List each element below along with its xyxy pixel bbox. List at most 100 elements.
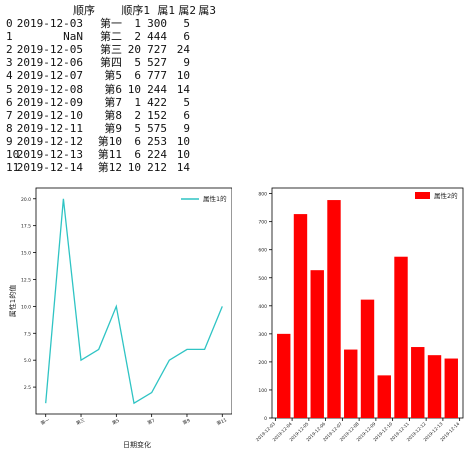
table-cell: 2019-12-07 [16,69,83,83]
y-tick-label: 800 [258,192,267,198]
bar [327,200,341,418]
table-cell: 第四 [100,56,122,70]
table-cell: 5 [134,121,141,135]
table-cell: 9 [183,121,190,135]
x-axis-label: 日期变化 [123,440,151,449]
table-cell: 10 [176,69,190,83]
table-cell: 253 [147,134,167,148]
table-cell: 第12 [97,161,122,175]
y-tick-label: 0 [264,416,267,422]
table-cell: 727 [147,43,167,57]
line-chart: 2.5 5.0 7.5 10.0 12.5 15.0 17.5 20.0 第一 第三 第5 第7 第9 第… [8,187,232,449]
x-tick-label: 第11 [216,416,228,427]
table-cell: 第二 [100,30,122,44]
table-cell: 14 [176,161,190,175]
y-tick-label: 700 [258,220,267,226]
x-tick-label: 第三 [75,416,87,426]
row-index: 1 [6,30,13,44]
bar [411,347,425,418]
row-index: 0 [6,17,13,30]
table-cell: 24 [176,43,190,57]
row-index: 11 [6,161,20,175]
row-index: 10 [6,148,20,161]
table-cell: 第10 [97,134,122,148]
table-cell: 第8 [104,108,122,122]
y-tick-label: 100 [258,388,267,394]
y-tick-label: 17.5 [21,224,31,230]
table-cell: 444 [147,30,167,44]
table-cell: 2019-12-06 [16,56,83,70]
series-line [45,198,223,405]
bar [277,333,291,418]
table-cell: 10 [176,148,190,161]
x-tick-label: 第5 [111,417,121,427]
x-tick-label: 第7 [146,417,156,427]
table-cell: 2019-12-14 [16,161,83,175]
dataframe-printout: 顺序 顺序1 属1 属2 属3 0 2019-12-03 第一 1 300 5 1 NaN 第二 2 444 6… [0,0,474,175]
bar [394,256,408,418]
y-tick-label: 7.5 [24,331,31,337]
bar [293,214,308,418]
y-tick-label: 10.0 [21,304,31,310]
table-cell: 527 [147,56,167,70]
table-cell: 6 [134,69,141,83]
table-cell: 777 [147,69,167,83]
column-header: 顺序1 [121,4,150,17]
legend-label: 属性2的 [434,191,458,200]
bar [360,299,375,418]
bar-chart: 01002003004005006007008002019-12-032019-… [255,187,464,443]
column-header: 属3 [198,4,216,17]
table-cell: 224 [147,148,167,161]
column-header: 属2 [178,4,196,17]
table-cell: 5 [134,56,141,70]
table-cell: 第5 [104,69,122,83]
table-cell: 152 [147,108,167,122]
table-cell: 10 [176,134,190,148]
row-index: 8 [6,121,13,135]
y-tick-label: 300 [258,332,267,338]
table-cell: 2019-12-09 [16,95,83,109]
row-index: 7 [6,108,13,122]
y-tick-label: 15.0 [21,251,31,257]
row-index: 2 [6,43,13,57]
table-cell: 2019-12-05 [16,43,83,57]
bar [427,355,442,418]
table-cell: 14 [176,82,190,96]
x-tick-label: 第9 [182,417,192,427]
table-cell: 10 [127,82,141,96]
table-cell: 575 [147,121,167,135]
table-cell: 422 [147,95,167,109]
table-cell: 300 [147,17,167,30]
legend-label: 属性1的 [203,194,227,203]
table-cell: 第11 [97,148,122,161]
table-cell: 2019-12-12 [16,134,83,148]
row-index: 5 [6,82,13,96]
table-cell: 2019-12-10 [16,108,83,122]
table-cell: 第9 [104,121,122,135]
table-cell: 10 [127,161,141,175]
table-cell: 6 [183,108,190,122]
table-cell: 5 [183,17,190,30]
plot-frame [35,187,232,415]
y-tick-label: 200 [258,360,267,366]
table-cell: 1 [134,95,141,109]
y-tick-label: 12.5 [21,277,31,283]
y-tick-label: 20.0 [21,197,31,203]
y-tick-label: 600 [258,248,267,254]
row-index: 6 [6,95,13,109]
column-header: 顺序 [73,4,95,17]
table-cell: 244 [147,82,167,96]
row-index: 4 [6,69,13,83]
table-cell: 2019-12-03 [16,17,83,30]
table-cell: 5 [183,95,190,109]
table-cell: 6 [134,148,141,161]
bar [444,358,458,418]
table-cell: 1 [134,17,141,30]
table-cell: 2019-12-08 [16,82,83,96]
row-index: 3 [6,56,13,70]
table-cell: 2 [134,108,141,122]
column-header: 属1 [157,4,175,17]
y-axis-label: 属性1的值 [8,285,17,317]
table-cell: 6 [134,134,141,148]
bar [377,375,391,418]
